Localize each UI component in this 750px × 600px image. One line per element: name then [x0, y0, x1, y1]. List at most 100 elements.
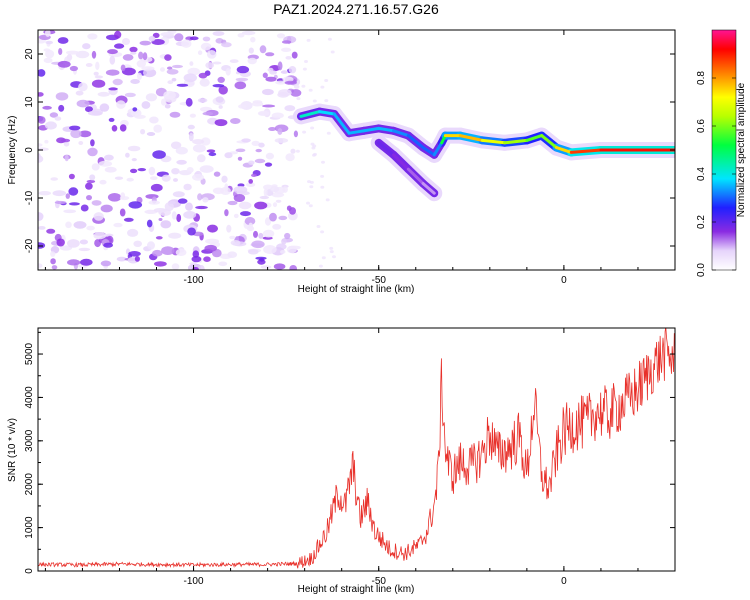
- noise-blob: [38, 191, 51, 196]
- y-tick-label: 1000: [24, 516, 35, 539]
- noise-blob: [146, 209, 154, 214]
- noise-blob: [171, 77, 177, 82]
- noise-blob: [141, 66, 155, 71]
- noise-blob: [200, 137, 211, 146]
- ridge-core: [406, 134, 425, 150]
- noise-blob: [136, 60, 146, 68]
- noise-blob: [302, 67, 307, 71]
- noise-blob: [52, 190, 67, 197]
- noise-blob: [204, 244, 217, 252]
- x-tick-label: -50: [371, 275, 386, 286]
- noise-blob: [91, 200, 102, 206]
- noise-blob: [212, 61, 222, 65]
- noise-blob: [206, 149, 216, 153]
- noise-blob: [38, 69, 46, 77]
- noise-blob: [296, 97, 301, 101]
- colorbar-label: Normalized spectral amplitude: [736, 82, 747, 217]
- noise-blob: [306, 201, 310, 205]
- noise-blob: [197, 50, 203, 55]
- noise-blob: [56, 238, 65, 247]
- noise-blob: [51, 265, 58, 270]
- noise-blob: [137, 168, 146, 172]
- noise-blob: [326, 131, 331, 135]
- noise-blob: [286, 205, 292, 211]
- ridge-core: [299, 110, 321, 118]
- noise-blob: [329, 246, 334, 250]
- noise-blob: [104, 154, 114, 161]
- noise-blob: [218, 105, 223, 109]
- noise-blob: [241, 138, 251, 143]
- ridge-core: [392, 153, 410, 171]
- noise-blob: [90, 139, 95, 147]
- noise-blob: [274, 138, 289, 143]
- noise-blob: [212, 187, 225, 195]
- noise-blob: [198, 265, 205, 270]
- noise-blob: [166, 69, 179, 75]
- noise-blob: [55, 92, 69, 101]
- noise-blob: [176, 213, 182, 223]
- noise-blob: [141, 101, 151, 109]
- noise-blob: [248, 160, 255, 166]
- noise-blob: [260, 265, 272, 269]
- noise-blob: [230, 240, 241, 246]
- noise-blob: [280, 250, 286, 254]
- noise-blob: [109, 55, 116, 65]
- noise-blob: [116, 100, 126, 109]
- noise-blob: [167, 80, 174, 85]
- noise-blob: [290, 148, 296, 154]
- noise-blob: [122, 38, 130, 45]
- noise-blob: [171, 263, 180, 270]
- noise-blob: [146, 132, 156, 136]
- noise-blob: [227, 251, 238, 258]
- noise-blob: [224, 183, 229, 192]
- noise-blob: [202, 197, 209, 203]
- noise-blob: [45, 49, 55, 59]
- noise-blob: [224, 209, 229, 217]
- noise-blob: [160, 220, 172, 229]
- noise-blob: [127, 228, 139, 237]
- noise-blob: [168, 232, 182, 239]
- noise-blob: [205, 62, 215, 69]
- noise-blob: [235, 148, 246, 153]
- noise-blob: [313, 152, 317, 156]
- noise-blob: [290, 89, 302, 97]
- noise-blob: [281, 40, 292, 44]
- y-tick-label: 20: [24, 48, 35, 60]
- noise-blob: [237, 33, 245, 38]
- x-tick-label: 0: [561, 576, 567, 587]
- colorbar-tick-label: 0.4: [696, 167, 707, 181]
- noise-blob: [79, 239, 88, 245]
- y-tick-label: -10: [24, 190, 35, 205]
- noise-blob: [288, 66, 297, 74]
- noise-blob: [198, 72, 208, 79]
- noise-blob: [263, 245, 277, 254]
- snr-panel: -100 -50 0 0 1000 2000 3000 4000 5000 Height of…: [7, 327, 676, 595]
- noise-blob: [199, 78, 210, 87]
- ridge-core: [480, 138, 507, 145]
- noise-blob: [153, 124, 162, 133]
- noise-blob: [255, 148, 262, 153]
- noise-blob: [320, 185, 325, 189]
- noise-blob: [301, 84, 306, 88]
- noise-blob: [45, 40, 53, 45]
- noise-blob: [187, 227, 196, 236]
- snr-y-label: SNR (10 * v/v): [7, 418, 18, 482]
- noise-blob: [192, 250, 200, 258]
- snr-plot-area: [38, 328, 675, 571]
- noise-blob: [82, 43, 91, 50]
- noise-blob: [241, 30, 256, 36]
- noise-blob: [183, 183, 192, 191]
- noise-blob: [38, 155, 44, 163]
- noise-blob: [164, 103, 171, 109]
- noise-blob: [215, 96, 224, 103]
- noise-blob: [89, 174, 96, 181]
- noise-blob: [100, 260, 112, 267]
- noise-blob: [248, 249, 259, 255]
- noise-blob: [43, 57, 53, 64]
- noise-blob: [309, 185, 314, 189]
- noise-blob: [116, 256, 127, 262]
- noise-blob: [58, 48, 63, 55]
- noise-blob: [320, 85, 325, 89]
- noise-blob: [120, 64, 126, 72]
- noise-blob: [304, 60, 308, 63]
